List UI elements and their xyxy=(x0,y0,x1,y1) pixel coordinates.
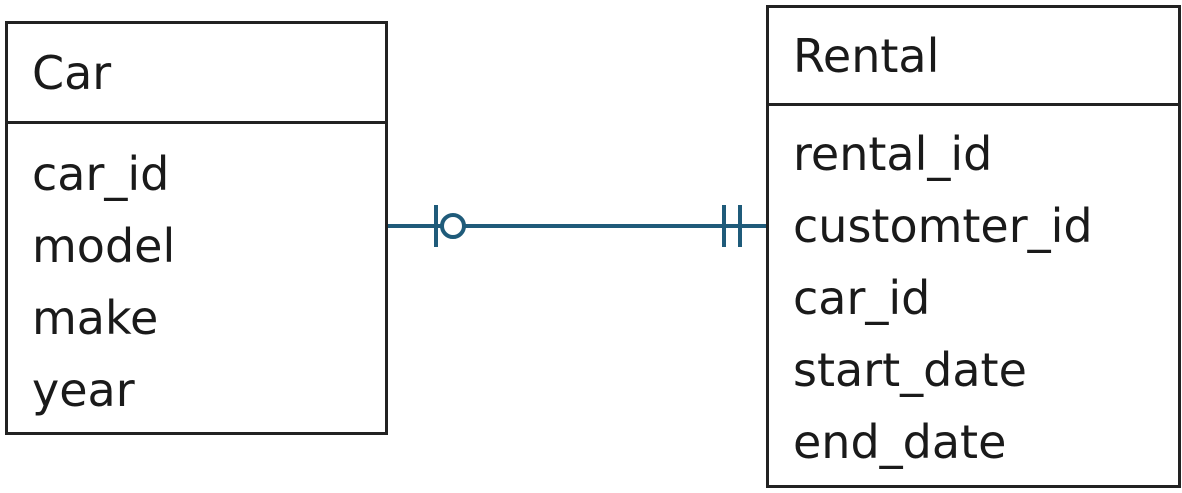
car-entity: Car car_id model make year xyxy=(5,21,388,435)
car-attr-car-id: car_id xyxy=(32,147,170,201)
car-entity-header: Car xyxy=(8,24,385,124)
car-attr-make: make xyxy=(32,291,159,345)
rental-attr-end-date: end_date xyxy=(793,415,1007,469)
car-attr-model: model xyxy=(32,219,176,273)
car-attr-year: year xyxy=(32,363,135,417)
zero-or-one-circle-icon xyxy=(440,213,466,239)
rental-entity-title: Rental xyxy=(793,28,940,83)
rental-entity: Rental rental_id customter_id car_id sta… xyxy=(766,5,1181,488)
rental-attr-car-id: car_id xyxy=(793,271,931,325)
car-entity-attributes: car_id model make year xyxy=(8,124,385,426)
rental-attr-customer-id: customter_id xyxy=(793,199,1093,253)
rental-entity-attributes: rental_id customter_id car_id start_date… xyxy=(769,106,1178,478)
rental-attr-rental-id: rental_id xyxy=(793,127,993,181)
rental-attr-start-date: start_date xyxy=(793,343,1027,397)
rental-entity-header: Rental xyxy=(769,8,1178,106)
car-entity-title: Car xyxy=(32,45,112,100)
